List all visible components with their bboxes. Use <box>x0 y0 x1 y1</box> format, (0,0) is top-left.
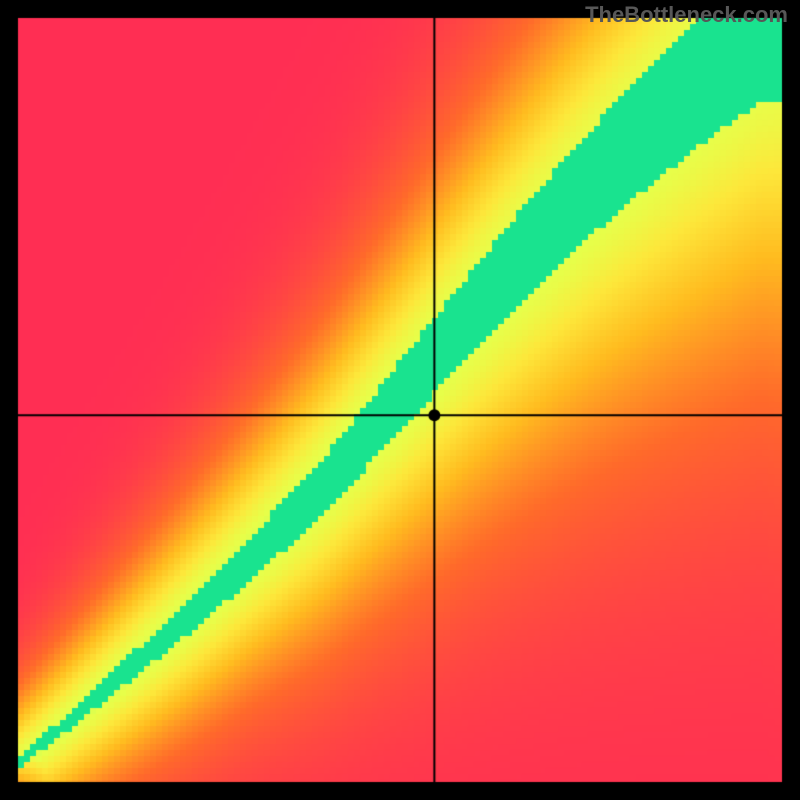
bottleneck-heatmap-canvas <box>0 0 800 800</box>
heatmap-chart-container: TheBottleneck.com <box>0 0 800 800</box>
